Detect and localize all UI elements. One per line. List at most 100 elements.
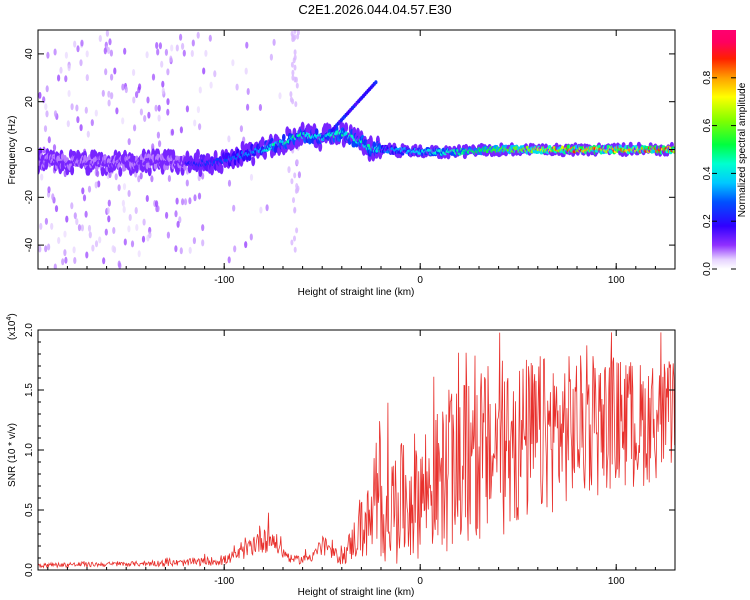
spectrogram-noise-cell [165, 211, 169, 219]
spectrogram-noise-cell [85, 74, 89, 82]
spectrogram-noise-cell [118, 262, 122, 269]
spectrogram-noise-cell [112, 227, 116, 234]
spectrogram-noise-cell [227, 179, 232, 187]
spectrogram-noise-cell [121, 117, 125, 125]
colorbar-tick-label: 0.0 [702, 262, 713, 276]
spectrogram-noise-cell [146, 96, 150, 104]
spectrogram-noise-cell [45, 85, 49, 93]
spectrogram-noise-cell [160, 60, 164, 68]
spectrogram-noise-cell [57, 237, 61, 244]
spectrogram-noise-cell [287, 166, 291, 174]
spectrogram-noise-cell [38, 245, 42, 253]
colorbar-ticks: 0.0 0.2 0.4 0.6 0.8 [702, 70, 736, 276]
spectrogram-noise-cell [84, 106, 88, 114]
spectrogram-cell [672, 150, 675, 154]
spectrogram-noise-cell [290, 61, 294, 68]
spectrogram-noise-cell [227, 135, 231, 143]
spectrogram-noise-cell [135, 224, 139, 231]
spectrogram-noise-cell [246, 88, 250, 95]
spectrogram-noise-cell [80, 39, 84, 47]
snr-y-tick-label: 0.5 [24, 503, 35, 517]
spectrogram-noise-cell [79, 59, 83, 67]
spectrogram-noise-cell [227, 256, 231, 264]
spectrogram-noise-cell [232, 204, 236, 212]
spectrogram-noise-cell [47, 243, 51, 251]
spectrogram-noise-cell [245, 41, 249, 49]
spectrogram-noise-cell [107, 215, 111, 223]
spectrogram-cell [70, 165, 75, 176]
spectrogram-noise-cell [39, 222, 43, 230]
spectrogram-noise-cell [166, 231, 170, 239]
snr-x-ticks: -100 0 100 [47, 330, 676, 587]
spectrogram-noise-cell [179, 33, 183, 41]
spectrogram-noise-cell [201, 239, 205, 247]
spectrogram-noise-cell [82, 194, 87, 202]
spectrogram-noise-cell [87, 185, 92, 193]
spectrogram-noise-cell [137, 250, 141, 258]
spectrogram-noise-cell [53, 263, 57, 269]
spectrogram-cells [38, 30, 675, 269]
spectrogram-cell [263, 149, 267, 160]
spectrogram-cell [153, 162, 158, 170]
spectrogram-noise-cell [43, 125, 48, 133]
spectrogram-noise-cell [233, 245, 237, 253]
spectrogram-noise-cell [63, 249, 67, 257]
spectrogram-noise-cell [44, 103, 48, 111]
spectrogram-cell [268, 147, 272, 151]
spectrogram-noise-cell [110, 73, 114, 81]
snr-y-label: SNR (10 * v/v) [7, 423, 18, 487]
snr-multiplier-close: ) [7, 313, 18, 316]
spectrogram-noise-cell [108, 38, 112, 46]
spectrogram-noise-cell [123, 47, 127, 55]
spectrogram-noise-cell [188, 197, 192, 205]
spectrogram-noise-cell [265, 204, 269, 212]
snr-y-tick-label: 0.0 [24, 563, 35, 577]
spectrogram-noise-cell [164, 48, 168, 56]
spectrogram-noise-cell [294, 76, 298, 83]
spectrogram-noise-cell [175, 197, 179, 205]
spectrogram-noise-cell [94, 181, 98, 189]
spectrogram-x-tick-label: 100 [608, 275, 625, 286]
spectrogram-y-tick-label: 40 [24, 48, 35, 60]
spectrogram-noise-cell [47, 186, 51, 194]
spectrogram-noise-cell [61, 258, 65, 266]
spectrogram-noise-cell [183, 198, 188, 206]
spectrogram-noise-cell [150, 175, 154, 183]
colorbar-tick-label: 0.6 [702, 118, 713, 132]
spectrogram-noise-cell [154, 104, 158, 112]
spectrogram-noise-cell [294, 101, 298, 108]
spectrogram-noise-cell [174, 245, 178, 253]
spectrogram-noise-cell [143, 115, 147, 122]
spectrogram-noise-cell [101, 89, 105, 97]
spectrogram-noise-cell [40, 173, 44, 181]
spectrogram-noise-cell [90, 119, 94, 127]
spectrogram-noise-cell [289, 91, 293, 98]
spectrogram-x-ticks: -100 0 100 [47, 30, 676, 286]
spectrogram-noise-cell [122, 206, 126, 213]
spectrogram-cell [374, 80, 378, 85]
spectrogram-noise-cell [81, 187, 85, 195]
snr-y-tick-label: 1.0 [24, 443, 35, 457]
spectrogram-noise-cell [73, 212, 77, 220]
spectrogram-noise-cell [278, 92, 282, 100]
spectrogram-cell [219, 164, 224, 175]
colorbar-gradient [712, 30, 736, 269]
spectrogram-noise-cell [272, 38, 276, 46]
spectrogram-noise-cell [292, 197, 295, 204]
spectrogram-noise-cell [91, 244, 95, 252]
spectrogram-noise-cell [75, 104, 79, 112]
spectrogram-noise-cell [97, 180, 101, 188]
spectrogram-noise-cell [109, 49, 113, 57]
colorbar-tick-label: 0.8 [702, 70, 713, 84]
spectrogram-noise-cell [105, 30, 109, 37]
spectrogram-noise-cell [121, 199, 125, 207]
spectrogram-noise-cell [289, 96, 293, 103]
spectrogram-noise-cell [53, 48, 57, 56]
spectrogram-noise-cell [290, 178, 294, 185]
spectrogram-noise-cell [179, 247, 183, 255]
snr-series-line [38, 332, 675, 569]
spectrogram-noise-cell [293, 235, 296, 242]
spectrogram-noise-cell [249, 173, 254, 181]
spectrogram-noise-cell [198, 86, 202, 94]
spectrogram-noise-cell [52, 144, 57, 152]
